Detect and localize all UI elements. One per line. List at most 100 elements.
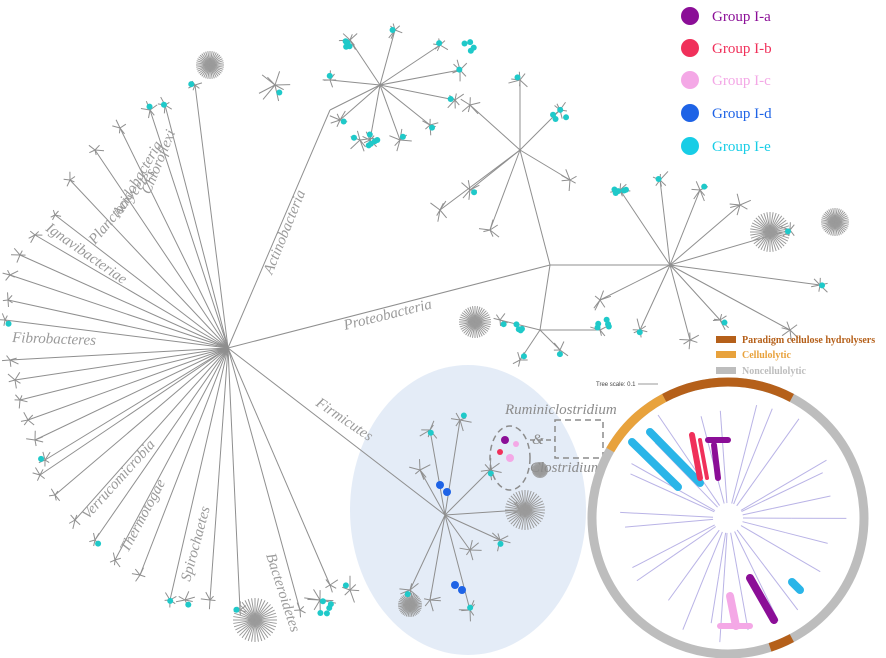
inset-group-clades — [628, 428, 804, 630]
leaf-branch — [50, 488, 56, 496]
phylum-branch — [4, 319, 229, 349]
leaf-branch — [419, 464, 431, 471]
leaf-branch — [379, 84, 456, 101]
leaf-branch — [52, 214, 56, 221]
leaf-branch — [789, 329, 792, 341]
leaf-branch — [329, 584, 333, 593]
leaf-branch — [489, 149, 521, 231]
fan-leaf — [766, 212, 771, 233]
leaf-branch — [469, 104, 479, 115]
leaf-branch — [813, 278, 821, 286]
fan-leaf — [254, 612, 277, 621]
leaf-branch — [379, 84, 431, 126]
leaf-branch — [454, 93, 465, 101]
leaf-branch — [429, 596, 441, 601]
fan-leaf — [505, 506, 526, 511]
leaf-branch — [48, 494, 56, 497]
species-marker — [344, 39, 351, 46]
legend-label-group-i-a: Group I-a — [712, 9, 771, 25]
fan-leaf — [524, 506, 545, 511]
species-marker — [429, 124, 436, 131]
leaf-branch — [69, 176, 76, 181]
leaf-branch — [459, 419, 464, 432]
leaf-branch — [134, 568, 141, 576]
leaf-branch — [1, 313, 6, 321]
inset-branch — [731, 461, 743, 504]
fan-leaf — [254, 619, 259, 642]
leaf-branch — [691, 188, 701, 191]
fan-leaf — [510, 509, 526, 525]
leaf-branch — [4, 315, 8, 321]
clade-group-i-b — [698, 438, 709, 480]
fan-leaf — [750, 225, 771, 233]
leaf-branch — [593, 299, 601, 309]
species-marker — [513, 321, 520, 328]
inset-branch — [742, 521, 786, 534]
leaf-branch — [1, 359, 11, 362]
leaf-branch — [63, 178, 71, 181]
leaf-branch — [329, 79, 381, 86]
leaf-branch — [209, 595, 214, 601]
leaf-branch — [113, 559, 116, 566]
fan-leaf — [505, 509, 526, 514]
leaf-branch — [9, 274, 15, 278]
leaf-branch — [467, 104, 471, 113]
leaf-branch — [781, 329, 791, 337]
inset-branch — [751, 418, 800, 485]
leaf-branch — [74, 514, 78, 521]
leaf-branch — [54, 210, 59, 216]
inset-branch — [741, 499, 766, 512]
clade-group-i-e — [646, 428, 704, 487]
fan-leaf — [233, 619, 256, 624]
leaf-branch — [467, 180, 471, 191]
label-proteobacteria: Proteobacteria — [341, 297, 433, 335]
leaf-branch — [786, 321, 791, 331]
leaf-branch — [450, 418, 461, 421]
phylum-branch — [9, 274, 229, 349]
fan-leaf — [524, 509, 542, 523]
species-marker — [404, 591, 411, 598]
inset-ring-cellulolytic — [606, 393, 667, 453]
leaf-branch — [89, 149, 96, 154]
species-marker — [557, 106, 564, 113]
leaf-branch — [9, 359, 19, 365]
fan-leaf — [753, 219, 771, 233]
species-marker — [188, 81, 195, 88]
leaf-branch — [336, 113, 341, 121]
phylum-branch — [227, 347, 446, 516]
fan-leaf — [524, 497, 542, 511]
fan-leaf — [769, 213, 780, 233]
fan-leaf — [751, 231, 771, 242]
species-marker — [340, 118, 347, 125]
fan-leaf — [515, 509, 526, 529]
species-marker — [721, 319, 728, 326]
fan-leaf — [769, 219, 787, 233]
leaf-branch — [599, 329, 606, 337]
phylum-branch — [19, 254, 229, 349]
leaf-branch — [739, 204, 748, 210]
leaf-branch — [27, 419, 35, 426]
species-marker — [467, 604, 474, 611]
inset-branch — [723, 532, 728, 580]
fan-leaf — [254, 619, 269, 639]
inset-branch — [772, 495, 831, 509]
leaf-branch — [400, 589, 411, 595]
leaf-branch — [114, 557, 122, 561]
leaf-branch — [444, 514, 501, 541]
fan-leaf — [769, 231, 783, 249]
species-marker — [556, 351, 563, 358]
fan-leaf — [512, 493, 526, 511]
leaf-branch — [693, 189, 701, 200]
label-fibrobacteres: Fibrobacteres — [11, 330, 97, 349]
fan-leaf — [409, 602, 422, 606]
fan-leaf — [769, 212, 774, 233]
leaf-branch — [444, 419, 461, 516]
leaf-branch — [789, 324, 798, 331]
leaf-branch — [419, 469, 425, 480]
fan-leaf — [524, 503, 545, 511]
fan-leaf — [247, 598, 256, 621]
leaf-branch — [89, 539, 96, 543]
leaf-branch — [669, 264, 721, 321]
leaf-branch — [468, 189, 471, 200]
leaf-branch — [568, 179, 571, 192]
